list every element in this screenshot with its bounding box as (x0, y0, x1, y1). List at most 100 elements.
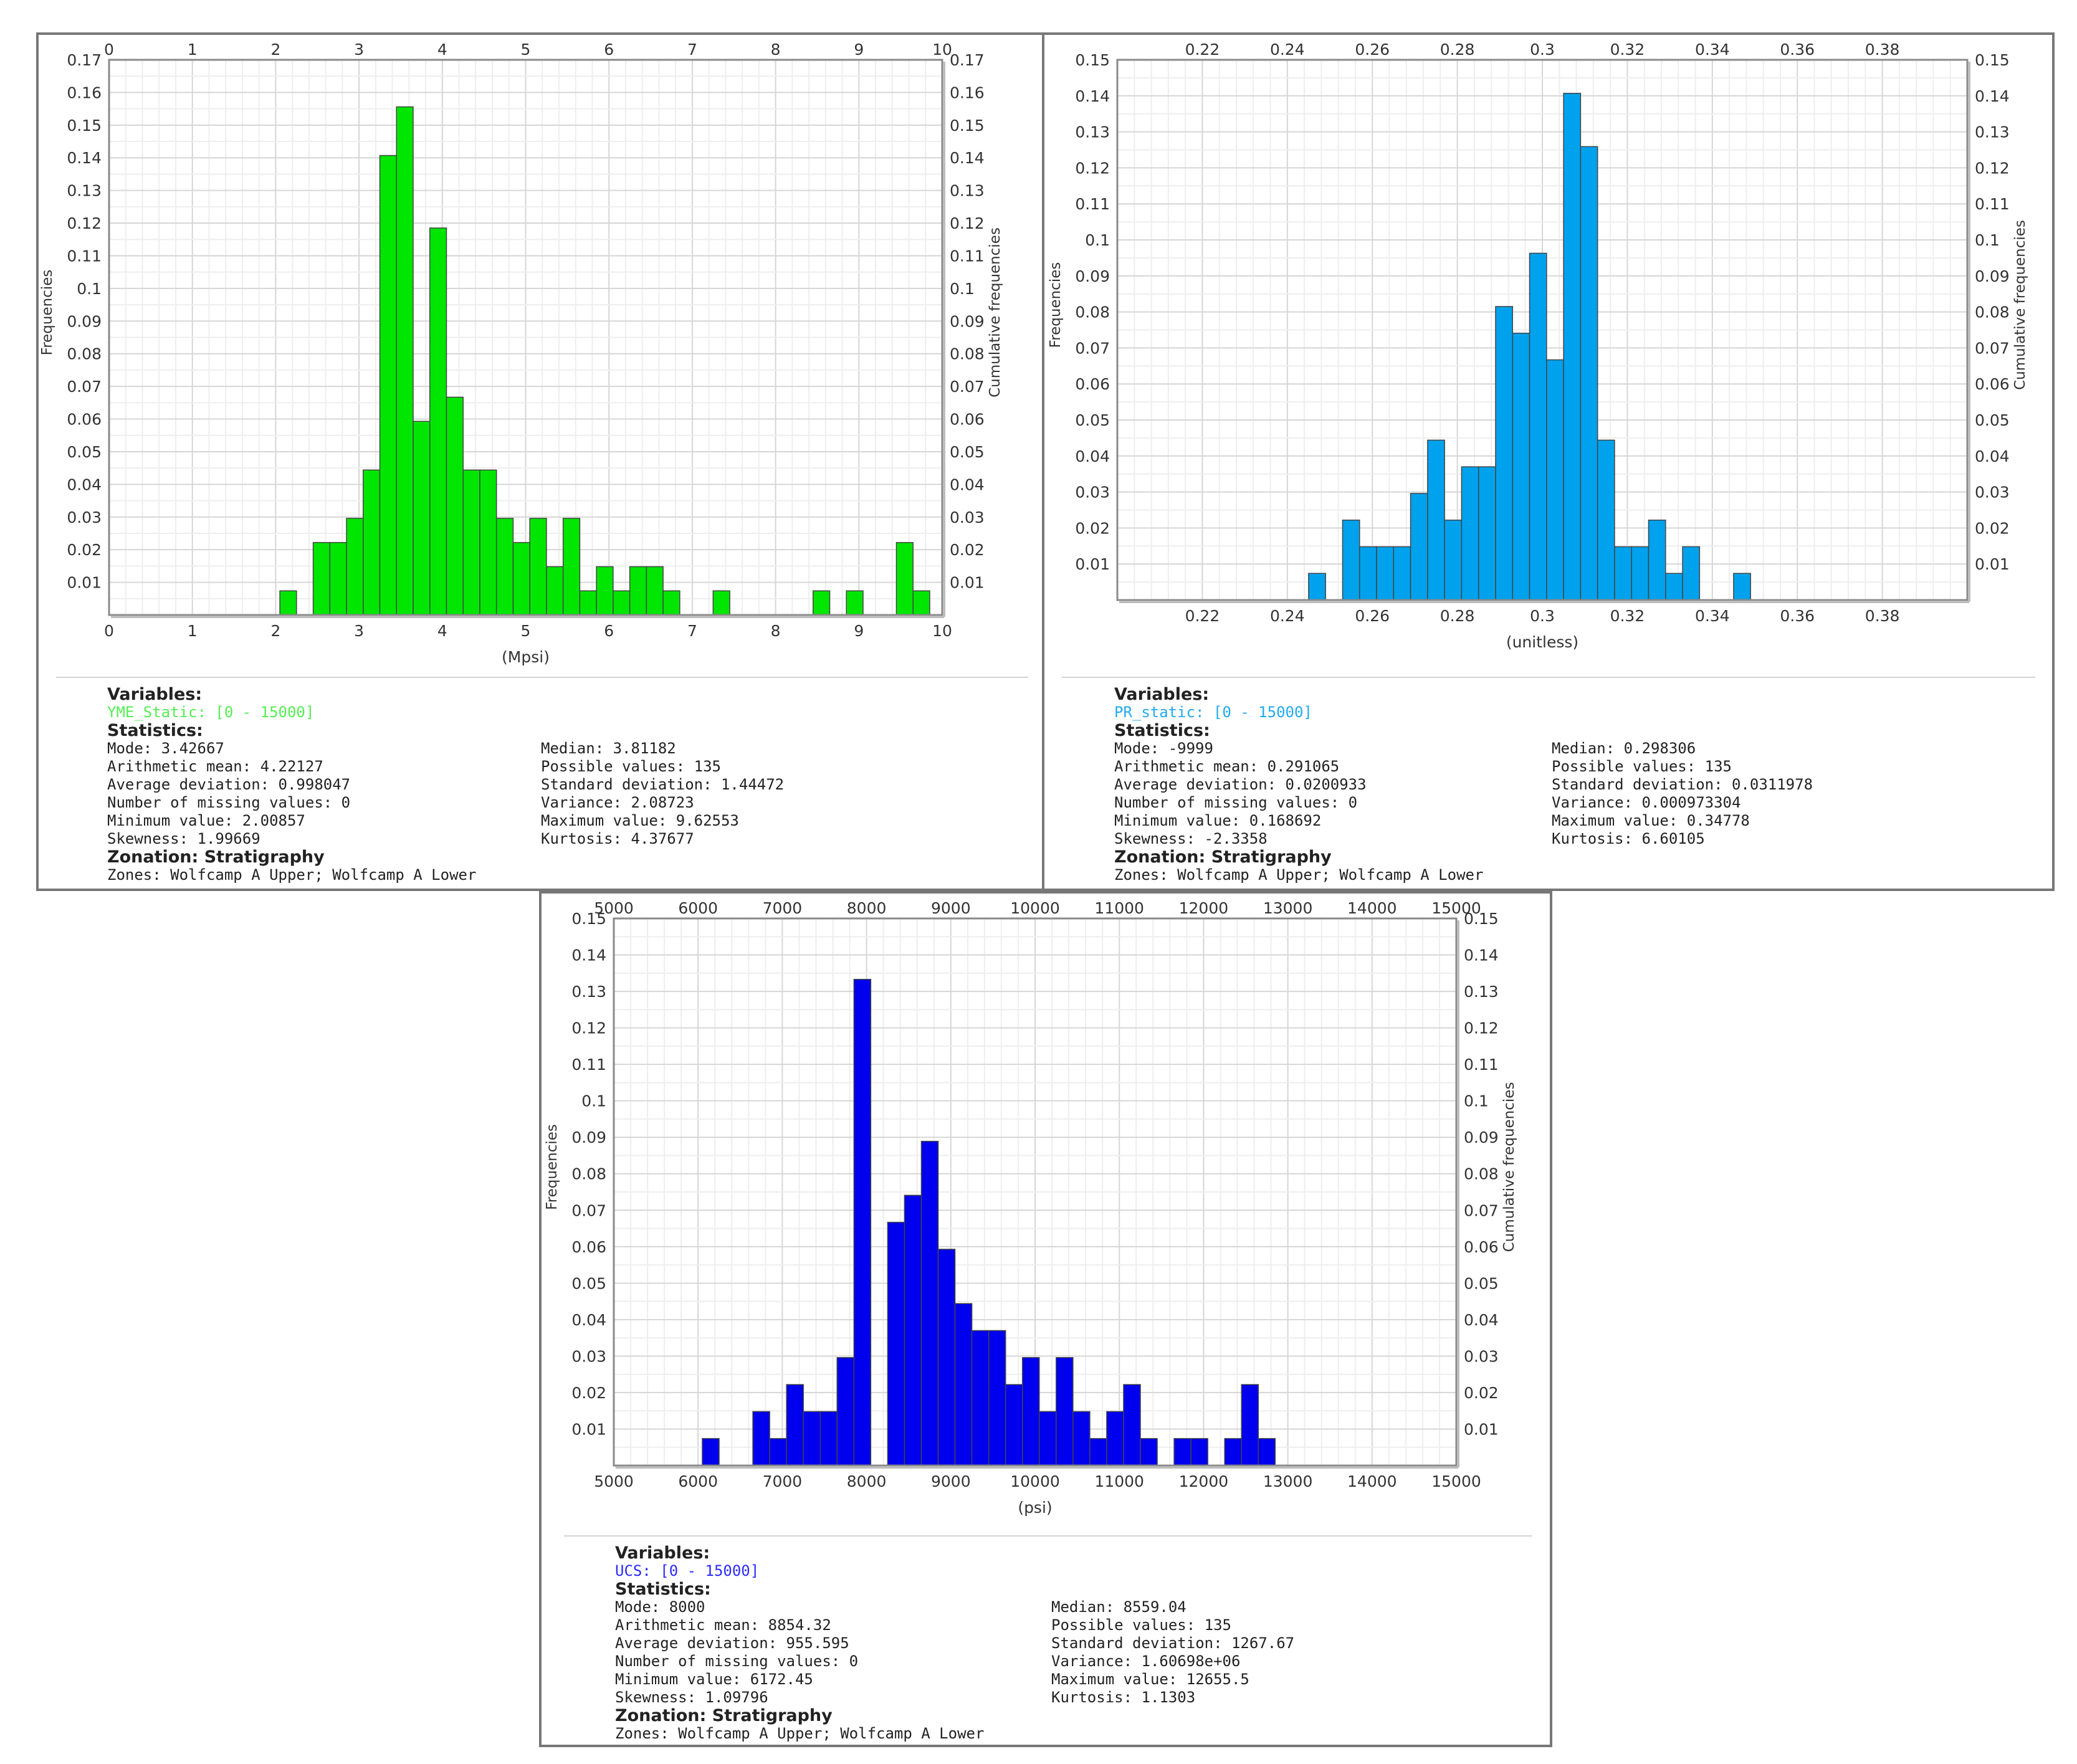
x-axis-label: (Mpsi) (502, 648, 550, 666)
y-axis-label: Frequencies (1048, 262, 1064, 348)
zonation-header: Zonation: Stratigraphy (1114, 847, 1332, 867)
y-tick-label: 0.11 (1075, 195, 1110, 213)
y-tick-label: 0.13 (571, 983, 606, 1001)
y-tick-label: 0.02 (571, 1384, 606, 1402)
statistic-item: Arithmetic mean: 4.22127 (107, 758, 323, 775)
x-tick-label: 0.38 (1865, 607, 1900, 625)
statistic-item: Average deviation: 0.998047 (107, 776, 351, 793)
x-tick-label-top: 0 (104, 41, 114, 59)
variables-header: Variables: (615, 1543, 710, 1563)
statistic-item: Number of missing values: 0 (615, 1652, 859, 1670)
y-tick-label-right: 0.02 (950, 541, 985, 559)
histogram-bar (846, 590, 864, 616)
histogram-bar (1563, 93, 1582, 601)
histogram-bar (429, 227, 447, 616)
histogram-bar (1173, 1437, 1191, 1466)
y-tick-label: 0.14 (1075, 87, 1110, 105)
y-tick-label: 0.08 (571, 1165, 606, 1183)
y-tick-label-right: 0.09 (950, 312, 985, 330)
x-tick-label-top: 7 (687, 41, 697, 59)
y-tick-label: 0.02 (1075, 519, 1110, 537)
histogram-bar (1546, 359, 1564, 601)
histogram-bar (312, 541, 331, 616)
histogram-bar (752, 1411, 770, 1466)
x-axis-label: (unitless) (1506, 633, 1578, 651)
y-tick-label: 0.16 (67, 83, 102, 102)
variable-name: PR_static: [0 - 15000] (1114, 703, 1312, 721)
y-tick-label-right: 0.13 (1464, 983, 1499, 1001)
statistics-header: Statistics: (1114, 721, 1210, 740)
histogram-bar (1631, 546, 1650, 601)
plot-frame (1116, 59, 1969, 601)
statistic-item: Minimum value: 0.168692 (1114, 812, 1322, 829)
statistic-item: Possible values: 135 (541, 758, 721, 775)
x-tick-label: 5000 (594, 1472, 634, 1490)
histogram-bar (1089, 1437, 1107, 1466)
x-tick-label: 0.32 (1610, 607, 1645, 625)
y-tick-label: 0.05 (67, 443, 102, 461)
zonation-header: Zonation: Stratigraphy (107, 847, 325, 867)
histogram-bar (413, 421, 431, 616)
statistics-separator (564, 1535, 1532, 1537)
x-tick-label: 7 (687, 622, 697, 640)
histogram-bar (1682, 546, 1701, 601)
y-tick-label-right: 0.14 (1975, 87, 2010, 105)
y-tick-label: 0.04 (571, 1311, 606, 1329)
y-tick-label-right: 0.11 (1464, 1056, 1499, 1074)
histogram-bar (529, 518, 547, 616)
y-tick-label-right: 0.16 (950, 83, 985, 102)
y-tick-label-right: 0.05 (1464, 1274, 1499, 1292)
zones-list: Zones: Wolfcamp A Upper; Wolfcamp A Lowe… (107, 866, 477, 884)
variables-header: Variables: (1114, 685, 1210, 704)
x-tick-label-top: 0.28 (1440, 41, 1475, 59)
y-tick-label-right: 0.03 (1975, 484, 2010, 502)
statistic-item: Arithmetic mean: 8854.32 (615, 1616, 831, 1634)
x-tick-label-top: 13000 (1263, 899, 1313, 917)
y-tick-label-right: 0.02 (1975, 519, 2010, 537)
histogram-bar (895, 541, 914, 616)
statistic-item: Maximum value: 9.62553 (541, 812, 739, 829)
histogram-bar (1427, 439, 1445, 601)
y-tick-label: 0.04 (67, 475, 102, 493)
variable-name: YME_Static: [0 - 15000] (107, 703, 315, 721)
x-tick-label-top: 4 (437, 41, 447, 59)
y-tick-label: 0.09 (571, 1128, 606, 1147)
x-tick-label: 10000 (1010, 1472, 1060, 1490)
x-tick-label: 8 (771, 622, 781, 640)
y-tick-label-right: 0.05 (1975, 411, 2010, 429)
histogram-bar (1478, 466, 1496, 601)
statistic-item: Minimum value: 6172.45 (615, 1671, 813, 1688)
statistic-item: Median: 8559.04 (1051, 1598, 1187, 1616)
statistic-item: Standard deviation: 1267.67 (1051, 1634, 1295, 1652)
x-tick-label-top: 12000 (1179, 899, 1229, 917)
x-tick-label-top: 15000 (1431, 899, 1481, 917)
y-tick-label-right: 0.04 (1975, 447, 2010, 465)
y-tick-label: 0.06 (571, 1238, 606, 1256)
histogram-bar (920, 1140, 939, 1466)
histogram-bar (937, 1249, 956, 1466)
y-tick-label: 0.13 (1075, 123, 1110, 141)
y-tick-label-right: 0.09 (1975, 267, 2010, 285)
y-tick-label: 0.11 (67, 247, 102, 265)
x-tick-label-top: 5000 (594, 899, 634, 917)
histogram-bar (1308, 573, 1326, 601)
histogram-bar (803, 1411, 821, 1466)
x-tick-label: 0 (104, 622, 114, 640)
x-axis-label: (psi) (1018, 1499, 1052, 1517)
x-tick-label-top: 0.3 (1530, 41, 1555, 59)
statistic-item: Mode: 8000 (615, 1598, 705, 1616)
x-tick-label: 1 (188, 622, 198, 640)
x-tick-label: 15000 (1431, 1472, 1481, 1490)
y-tick-label: 0.01 (1075, 555, 1110, 573)
statistic-item: Median: 0.298306 (1552, 740, 1696, 757)
statistic-item: Possible values: 135 (1051, 1616, 1231, 1634)
statistic-item: Standard deviation: 1.44472 (541, 776, 785, 793)
x-tick-label-top: 11000 (1094, 899, 1144, 917)
x-tick-label-top: 0.36 (1780, 41, 1815, 59)
y-tick-label: 0.12 (571, 1019, 606, 1037)
x-tick-label: 9000 (931, 1472, 971, 1490)
histogram-bar (1224, 1437, 1242, 1466)
x-tick-label: 0.3 (1530, 607, 1555, 625)
histogram-bar (512, 541, 530, 616)
statistics-header: Statistics: (107, 721, 203, 740)
